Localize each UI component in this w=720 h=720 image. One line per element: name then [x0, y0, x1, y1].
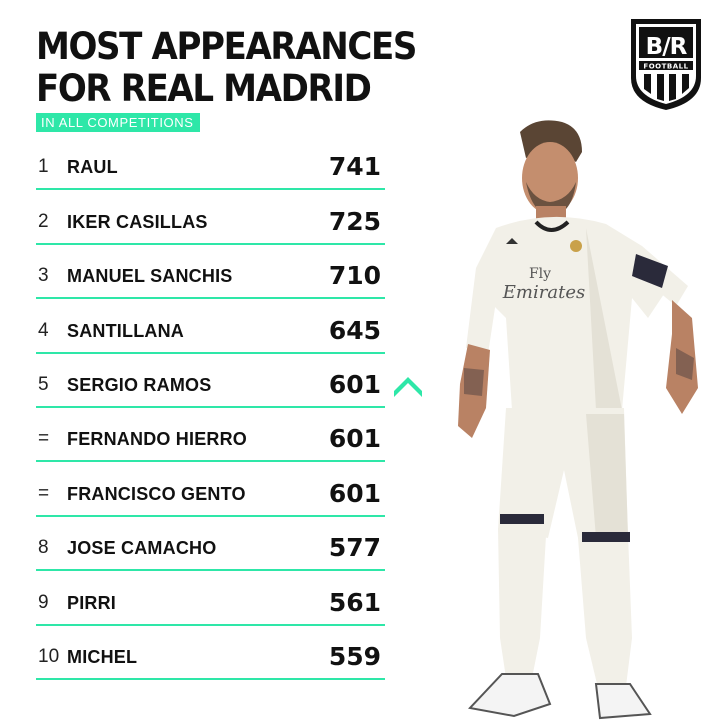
svg-text:B/R: B/R: [646, 34, 688, 60]
rank: 1: [38, 156, 49, 178]
title-line-2: FOR REAL MADRID: [36, 67, 372, 110]
list-item: 1 RAUL 741: [36, 136, 385, 191]
page-title: MOST APPEARANCES FOR REAL MADRID: [36, 25, 417, 110]
rank: 5: [38, 373, 49, 395]
rank: 10: [38, 645, 60, 667]
player-name: MANUEL SANCHIS: [67, 266, 233, 287]
appearance-count: 725: [328, 206, 381, 236]
svg-text:FOOTBALL: FOOTBALL: [643, 63, 688, 71]
shirt-sponsor-line1: Fly: [529, 266, 551, 282]
list-item: 8 JOSE CAMACHO 577: [36, 517, 385, 572]
player-name: SERGIO RAMOS: [67, 374, 212, 395]
appearance-count: 601: [328, 424, 381, 454]
player-name: SANTILLANA: [67, 320, 184, 341]
appearance-count: 559: [328, 641, 381, 671]
subtitle-badge: IN ALL COMPETITIONS: [36, 113, 200, 132]
player-name: RAUL: [67, 157, 118, 178]
list-item: 4 SANTILLANA 645: [36, 299, 385, 354]
rank: 4: [38, 319, 49, 341]
appearance-count: 710: [328, 261, 381, 291]
rank: 2: [38, 210, 49, 232]
list-item: = FERNANDO HIERRO 601: [36, 408, 385, 463]
list-item: = FRANCISCO GENTO 601: [36, 462, 385, 517]
player-name: PIRRI: [67, 592, 117, 613]
appearance-count: 577: [328, 533, 381, 563]
appearance-count: 601: [328, 369, 381, 399]
bleacher-report-logo-icon: B/R FOOTBALL: [631, 19, 701, 110]
rank: 9: [38, 591, 49, 613]
list-item: 9 PIRRI 561: [36, 571, 385, 626]
list-item: 5 SERGIO RAMOS 601: [36, 354, 385, 408]
player-photo: Fly Emirates: [458, 120, 698, 720]
list-item: 2 IKER CASILLAS 725: [36, 190, 385, 245]
appearance-count: 561: [328, 587, 381, 617]
rank: =: [38, 482, 50, 504]
list-item: 10 MICHEL 559: [36, 626, 385, 680]
shirt-sponsor-line2: Emirates: [502, 282, 585, 303]
appearance-count: 645: [328, 315, 381, 345]
player-name: FRANCISCO GENTO: [67, 483, 246, 504]
appearance-count: 741: [328, 152, 381, 182]
rank: 8: [38, 537, 49, 559]
player-name: IKER CASILLAS: [67, 211, 208, 232]
player-name: JOSE CAMACHO: [67, 538, 217, 559]
player-name: MICHEL: [67, 646, 138, 667]
rank: 3: [38, 265, 49, 287]
ranking-list: 1 RAUL 741 2 IKER CASILLAS 725 3 MANUEL …: [36, 136, 385, 680]
list-item: 3 MANUEL SANCHIS 710: [36, 245, 385, 300]
appearance-count: 601: [328, 478, 381, 508]
rank: =: [38, 428, 50, 450]
title-line-1: MOST APPEARANCES: [36, 25, 417, 68]
up-chevron-icon: [394, 377, 422, 397]
player-name: FERNANDO HIERRO: [67, 429, 248, 450]
